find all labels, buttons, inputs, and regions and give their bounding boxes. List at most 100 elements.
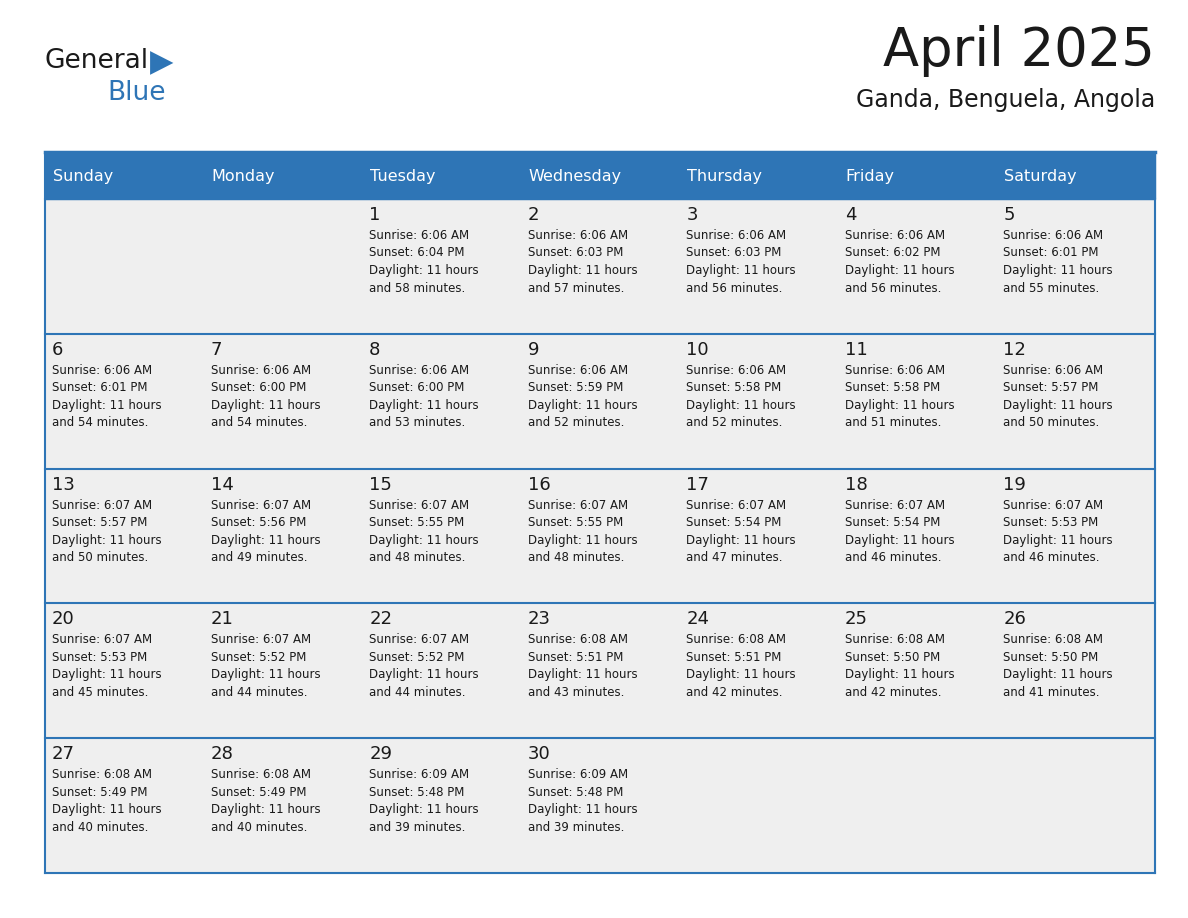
Bar: [520, 334, 680, 468]
Text: Sunrise: 6:08 AM
Sunset: 5:51 PM
Daylight: 11 hours
and 42 minutes.: Sunrise: 6:08 AM Sunset: 5:51 PM Dayligh…: [687, 633, 796, 699]
Bar: [520, 199, 680, 334]
Text: Sunrise: 6:06 AM
Sunset: 6:00 PM
Daylight: 11 hours
and 54 minutes.: Sunrise: 6:06 AM Sunset: 6:00 PM Dayligh…: [210, 364, 321, 430]
Text: Tuesday: Tuesday: [371, 169, 436, 184]
Text: 14: 14: [210, 476, 234, 494]
Bar: [203, 199, 362, 334]
Bar: [838, 738, 997, 873]
Text: Sunrise: 6:08 AM
Sunset: 5:49 PM
Daylight: 11 hours
and 40 minutes.: Sunrise: 6:08 AM Sunset: 5:49 PM Dayligh…: [210, 768, 321, 834]
Bar: [362, 738, 520, 873]
Text: Wednesday: Wednesday: [529, 169, 621, 184]
Bar: [838, 603, 997, 738]
Bar: [362, 334, 520, 468]
Bar: [680, 603, 838, 738]
Text: Sunrise: 6:07 AM
Sunset: 5:53 PM
Daylight: 11 hours
and 46 minutes.: Sunrise: 6:07 AM Sunset: 5:53 PM Dayligh…: [1004, 498, 1113, 564]
Text: 20: 20: [52, 610, 75, 629]
Text: April 2025: April 2025: [883, 25, 1155, 77]
Text: Friday: Friday: [846, 169, 895, 184]
Bar: [997, 199, 1155, 334]
Bar: [203, 603, 362, 738]
Bar: [680, 334, 838, 468]
Text: ▶: ▶: [150, 48, 173, 77]
Bar: [520, 603, 680, 738]
Text: 18: 18: [845, 476, 867, 494]
Text: 16: 16: [527, 476, 550, 494]
Bar: [45, 199, 203, 334]
Bar: [203, 334, 362, 468]
Text: Sunrise: 6:07 AM
Sunset: 5:55 PM
Daylight: 11 hours
and 48 minutes.: Sunrise: 6:07 AM Sunset: 5:55 PM Dayligh…: [369, 498, 479, 564]
Bar: [45, 468, 203, 603]
Text: 12: 12: [1004, 341, 1026, 359]
Text: Sunrise: 6:07 AM
Sunset: 5:52 PM
Daylight: 11 hours
and 44 minutes.: Sunrise: 6:07 AM Sunset: 5:52 PM Dayligh…: [369, 633, 479, 699]
Bar: [838, 468, 997, 603]
Text: 10: 10: [687, 341, 709, 359]
Text: Thursday: Thursday: [688, 169, 763, 184]
Bar: [997, 334, 1155, 468]
Bar: [203, 738, 362, 873]
Text: Sunrise: 6:06 AM
Sunset: 6:03 PM
Daylight: 11 hours
and 56 minutes.: Sunrise: 6:06 AM Sunset: 6:03 PM Dayligh…: [687, 229, 796, 295]
Text: 30: 30: [527, 745, 550, 763]
Text: Sunrise: 6:06 AM
Sunset: 6:02 PM
Daylight: 11 hours
and 56 minutes.: Sunrise: 6:06 AM Sunset: 6:02 PM Dayligh…: [845, 229, 954, 295]
Text: Sunrise: 6:06 AM
Sunset: 6:01 PM
Daylight: 11 hours
and 55 minutes.: Sunrise: 6:06 AM Sunset: 6:01 PM Dayligh…: [1004, 229, 1113, 295]
Text: 23: 23: [527, 610, 551, 629]
Text: Sunrise: 6:09 AM
Sunset: 5:48 PM
Daylight: 11 hours
and 39 minutes.: Sunrise: 6:09 AM Sunset: 5:48 PM Dayligh…: [527, 768, 637, 834]
Bar: [520, 468, 680, 603]
Bar: [997, 468, 1155, 603]
Text: 6: 6: [52, 341, 63, 359]
Bar: [997, 738, 1155, 873]
Bar: [680, 468, 838, 603]
Text: 28: 28: [210, 745, 234, 763]
Bar: [45, 334, 203, 468]
Text: 1: 1: [369, 206, 380, 224]
Text: 2: 2: [527, 206, 539, 224]
Text: 24: 24: [687, 610, 709, 629]
Text: Sunrise: 6:06 AM
Sunset: 6:04 PM
Daylight: 11 hours
and 58 minutes.: Sunrise: 6:06 AM Sunset: 6:04 PM Dayligh…: [369, 229, 479, 295]
Text: Sunrise: 6:06 AM
Sunset: 5:58 PM
Daylight: 11 hours
and 52 minutes.: Sunrise: 6:06 AM Sunset: 5:58 PM Dayligh…: [687, 364, 796, 430]
Bar: [520, 738, 680, 873]
Text: 13: 13: [52, 476, 75, 494]
Text: Sunrise: 6:06 AM
Sunset: 6:01 PM
Daylight: 11 hours
and 54 minutes.: Sunrise: 6:06 AM Sunset: 6:01 PM Dayligh…: [52, 364, 162, 430]
Text: 15: 15: [369, 476, 392, 494]
Text: 25: 25: [845, 610, 868, 629]
Text: Monday: Monday: [211, 169, 276, 184]
Bar: [680, 738, 838, 873]
Text: 26: 26: [1004, 610, 1026, 629]
Text: Sunrise: 6:07 AM
Sunset: 5:53 PM
Daylight: 11 hours
and 45 minutes.: Sunrise: 6:07 AM Sunset: 5:53 PM Dayligh…: [52, 633, 162, 699]
Bar: [45, 603, 203, 738]
Text: Sunrise: 6:07 AM
Sunset: 5:54 PM
Daylight: 11 hours
and 47 minutes.: Sunrise: 6:07 AM Sunset: 5:54 PM Dayligh…: [687, 498, 796, 564]
Bar: [838, 334, 997, 468]
Text: Sunrise: 6:07 AM
Sunset: 5:55 PM
Daylight: 11 hours
and 48 minutes.: Sunrise: 6:07 AM Sunset: 5:55 PM Dayligh…: [527, 498, 637, 564]
Text: Sunrise: 6:06 AM
Sunset: 5:59 PM
Daylight: 11 hours
and 52 minutes.: Sunrise: 6:06 AM Sunset: 5:59 PM Dayligh…: [527, 364, 637, 430]
Bar: [997, 603, 1155, 738]
Text: 27: 27: [52, 745, 75, 763]
Text: 29: 29: [369, 745, 392, 763]
Bar: [680, 199, 838, 334]
Text: 5: 5: [1004, 206, 1015, 224]
Text: Sunrise: 6:07 AM
Sunset: 5:57 PM
Daylight: 11 hours
and 50 minutes.: Sunrise: 6:07 AM Sunset: 5:57 PM Dayligh…: [52, 498, 162, 564]
Text: Sunrise: 6:07 AM
Sunset: 5:52 PM
Daylight: 11 hours
and 44 minutes.: Sunrise: 6:07 AM Sunset: 5:52 PM Dayligh…: [210, 633, 321, 699]
Text: Blue: Blue: [107, 80, 165, 106]
Text: 3: 3: [687, 206, 697, 224]
Text: Sunrise: 6:08 AM
Sunset: 5:50 PM
Daylight: 11 hours
and 41 minutes.: Sunrise: 6:08 AM Sunset: 5:50 PM Dayligh…: [1004, 633, 1113, 699]
Text: Sunrise: 6:06 AM
Sunset: 6:03 PM
Daylight: 11 hours
and 57 minutes.: Sunrise: 6:06 AM Sunset: 6:03 PM Dayligh…: [527, 229, 637, 295]
Bar: [838, 199, 997, 334]
Text: Sunday: Sunday: [53, 169, 113, 184]
Text: Sunrise: 6:08 AM
Sunset: 5:50 PM
Daylight: 11 hours
and 42 minutes.: Sunrise: 6:08 AM Sunset: 5:50 PM Dayligh…: [845, 633, 954, 699]
Text: 7: 7: [210, 341, 222, 359]
Text: 17: 17: [687, 476, 709, 494]
Text: 21: 21: [210, 610, 234, 629]
Text: Saturday: Saturday: [1004, 169, 1078, 184]
Bar: [362, 603, 520, 738]
Text: 4: 4: [845, 206, 857, 224]
Text: Sunrise: 6:08 AM
Sunset: 5:49 PM
Daylight: 11 hours
and 40 minutes.: Sunrise: 6:08 AM Sunset: 5:49 PM Dayligh…: [52, 768, 162, 834]
Text: Ganda, Benguela, Angola: Ganda, Benguela, Angola: [855, 88, 1155, 112]
Bar: [362, 199, 520, 334]
Text: Sunrise: 6:06 AM
Sunset: 6:00 PM
Daylight: 11 hours
and 53 minutes.: Sunrise: 6:06 AM Sunset: 6:00 PM Dayligh…: [369, 364, 479, 430]
Text: 8: 8: [369, 341, 380, 359]
Text: 19: 19: [1004, 476, 1026, 494]
Text: Sunrise: 6:09 AM
Sunset: 5:48 PM
Daylight: 11 hours
and 39 minutes.: Sunrise: 6:09 AM Sunset: 5:48 PM Dayligh…: [369, 768, 479, 834]
Bar: [45, 738, 203, 873]
Bar: [45, 154, 1155, 199]
Text: General: General: [45, 48, 150, 74]
Text: Sunrise: 6:07 AM
Sunset: 5:56 PM
Daylight: 11 hours
and 49 minutes.: Sunrise: 6:07 AM Sunset: 5:56 PM Dayligh…: [210, 498, 321, 564]
Bar: [362, 468, 520, 603]
